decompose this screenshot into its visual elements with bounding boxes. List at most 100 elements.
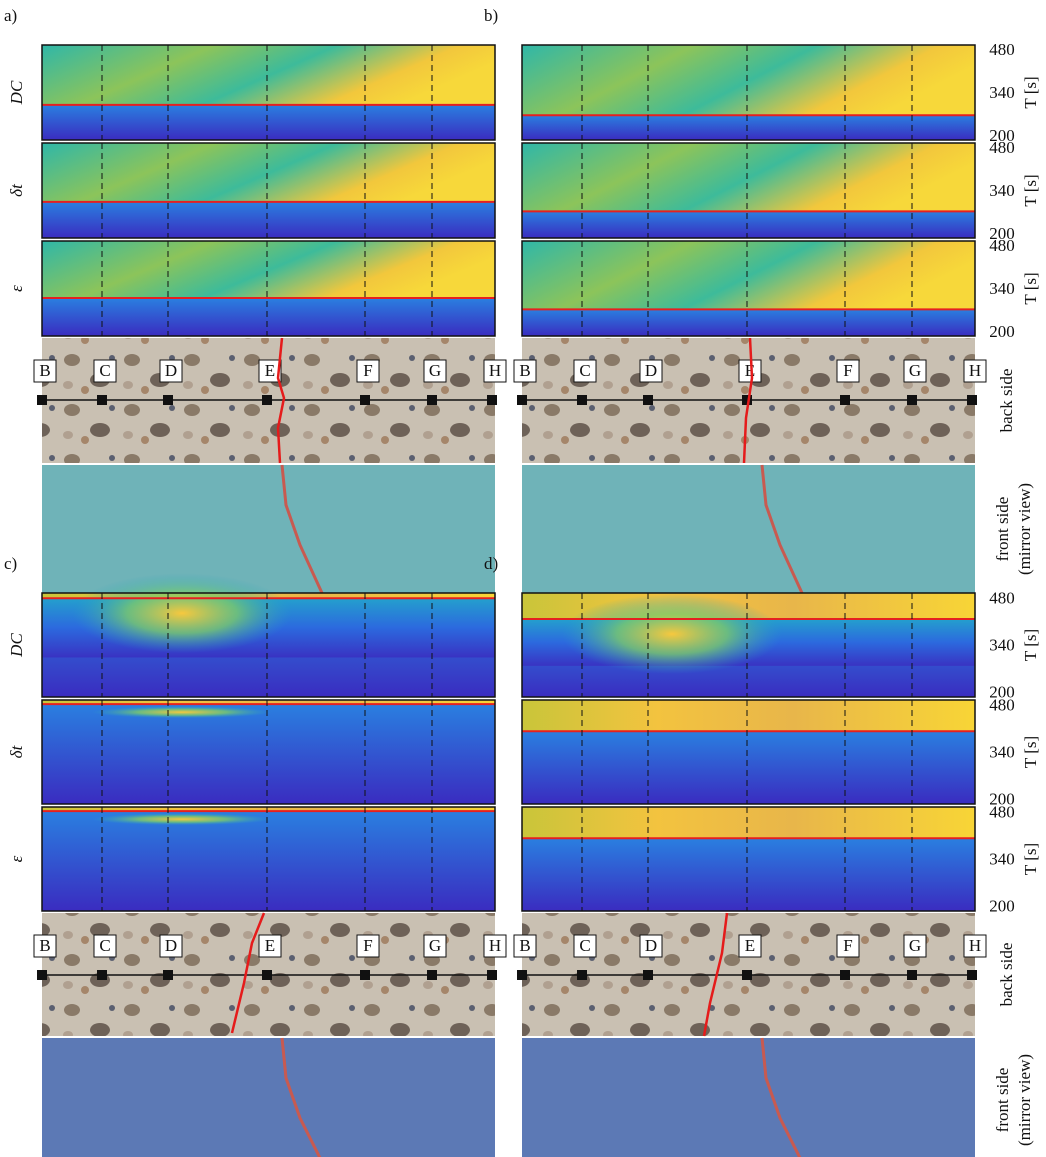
point-box [573,934,597,958]
point-label: C [579,361,590,380]
heatmap-upper [522,45,975,116]
point-label: G [429,936,441,955]
marker [643,395,653,405]
y-tick-label: 200 [989,224,1015,243]
marker [37,395,47,405]
heatmap-frame [41,592,496,698]
y-tick-label: 480 [989,589,1015,608]
y-axis-label: T [s] [1021,174,1040,206]
heatmap-upper [42,45,495,105]
heatmap-blob [92,706,272,719]
point-box [93,359,117,383]
point-box [513,359,537,383]
point-box [963,934,987,958]
marker [163,970,173,980]
marker [97,395,107,405]
point-label: F [843,361,852,380]
point-label: B [519,936,530,955]
point-box [258,359,282,383]
marker [967,970,977,980]
heatmap-lower [522,115,975,140]
back-label: back side [997,369,1016,433]
marker [360,395,370,405]
front-photo [522,1038,975,1157]
y-axis-label: T [s] [1021,843,1040,875]
point-label: F [363,361,372,380]
y-tick-label: 340 [989,181,1015,200]
marker [840,970,850,980]
front-label: front side [993,1068,1012,1133]
point-label: F [843,936,852,955]
y-tick-label: 200 [989,683,1015,702]
point-box [738,934,762,958]
front-crack [280,1037,322,1157]
marker [577,395,587,405]
panel-label: a) [4,6,17,25]
heatmap-frame [41,142,496,239]
heatmap-upper [522,807,975,839]
marker [577,970,587,980]
heatmap-lower [522,309,975,336]
point-box [513,934,537,958]
heatmap-lower [42,104,495,140]
panel-label: b) [484,6,498,25]
y-tick-label: 480 [989,803,1015,822]
point-box [903,934,927,958]
point-box [258,934,282,958]
marker [427,970,437,980]
front-crack [280,464,324,594]
heatmap-upper [42,241,495,298]
front-photo [42,465,495,593]
point-box [356,934,380,958]
point-label: D [165,361,177,380]
point-box [33,934,57,958]
point-label: D [645,361,657,380]
panel-label: d) [484,554,498,573]
y-axis-label: T [s] [1021,76,1040,108]
crack [230,912,266,1034]
marker [907,395,917,405]
y-axis-label: T [s] [1021,736,1040,768]
y-axis-label: T [s] [1021,629,1040,661]
point-box [903,359,927,383]
heatmap-frame [41,806,496,912]
point-label: E [745,936,755,955]
heatmap-frame [521,699,976,805]
heatmap-upper [42,143,495,202]
y-tick-label: 340 [989,279,1015,298]
point-label: D [645,936,657,955]
point-label: C [99,936,110,955]
marker [427,395,437,405]
point-box [356,359,380,383]
point-box [33,359,57,383]
y-axis-label: T [s] [1021,272,1040,304]
crack [702,912,729,1037]
point-label: B [519,361,530,380]
marker [517,970,527,980]
point-label: B [39,361,50,380]
point-label: E [745,361,755,380]
y-tick-label: 340 [989,850,1015,869]
marker [487,970,497,980]
point-label: G [429,361,441,380]
marker [742,395,752,405]
point-label: B [39,936,50,955]
marker [37,970,47,980]
row-label: ε [7,285,26,292]
marker [840,395,850,405]
row-label: δt [7,744,26,758]
point-box [836,359,860,383]
heatmap-blob [562,594,782,674]
point-box [573,359,597,383]
y-tick-label: 340 [989,743,1015,762]
front-label: (mirror view) [1015,1054,1034,1146]
point-label: H [489,936,501,955]
point-box [159,934,183,958]
marker [487,395,497,405]
point-label: C [579,936,590,955]
marker [360,970,370,980]
point-label: H [489,361,501,380]
marker [643,970,653,980]
heatmap-frame [41,240,496,337]
heatmap-upper [42,807,495,812]
